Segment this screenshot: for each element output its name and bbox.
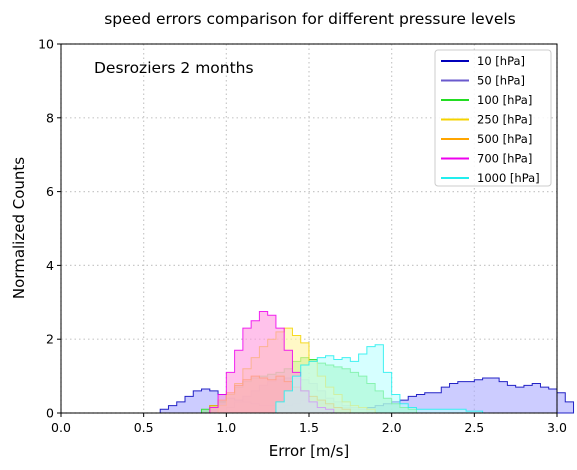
legend-label: 10 [hPa] [477, 54, 525, 68]
series-layer [159, 311, 575, 414]
legend-label: 100 [hPa] [477, 93, 532, 107]
x-tick-label: 0.0 [51, 420, 71, 435]
series-7-area [275, 344, 484, 414]
x-tick-label: 2.5 [464, 420, 484, 435]
y-tick-label: 4 [46, 258, 54, 273]
legend-label: 250 [hPa] [477, 113, 532, 127]
x-tick-label: 1.5 [299, 420, 319, 435]
x-tick-label: 0.5 [134, 420, 154, 435]
y-tick-label: 6 [46, 184, 54, 199]
y-tick-label: 2 [46, 332, 54, 347]
legend-label: 700 [hPa] [477, 152, 532, 166]
legend: 10 [hPa] 50 [hPa] 100 [hPa] 250 [hPa] 500 [h… [434, 49, 552, 187]
x-axis-label: Error [m/s] [269, 442, 350, 460]
annotation: Desroziers 2 months [94, 59, 254, 77]
x-tick-label: 3.0 [547, 420, 567, 435]
legend-box [434, 49, 552, 187]
y-axis-label: Normalized Counts [10, 157, 28, 299]
chart-title: speed errors comparison for different pr… [104, 10, 516, 28]
x-tick-label: 2.0 [382, 420, 402, 435]
y-tick-label: 10 [38, 37, 54, 52]
legend-label: 1000 [hPa] [477, 171, 540, 185]
y-tick-label: 8 [46, 110, 54, 125]
x-axis: 0.0 0.5 1.0 1.5 2.0 2.5 3.0 [51, 413, 567, 435]
y-axis: 0 2 4 6 8 10 [38, 37, 61, 421]
y-tick-label: 0 [46, 406, 54, 421]
legend-label: 500 [hPa] [477, 132, 532, 146]
x-tick-label: 1.0 [216, 420, 236, 435]
legend-label: 50 [hPa] [477, 74, 525, 88]
